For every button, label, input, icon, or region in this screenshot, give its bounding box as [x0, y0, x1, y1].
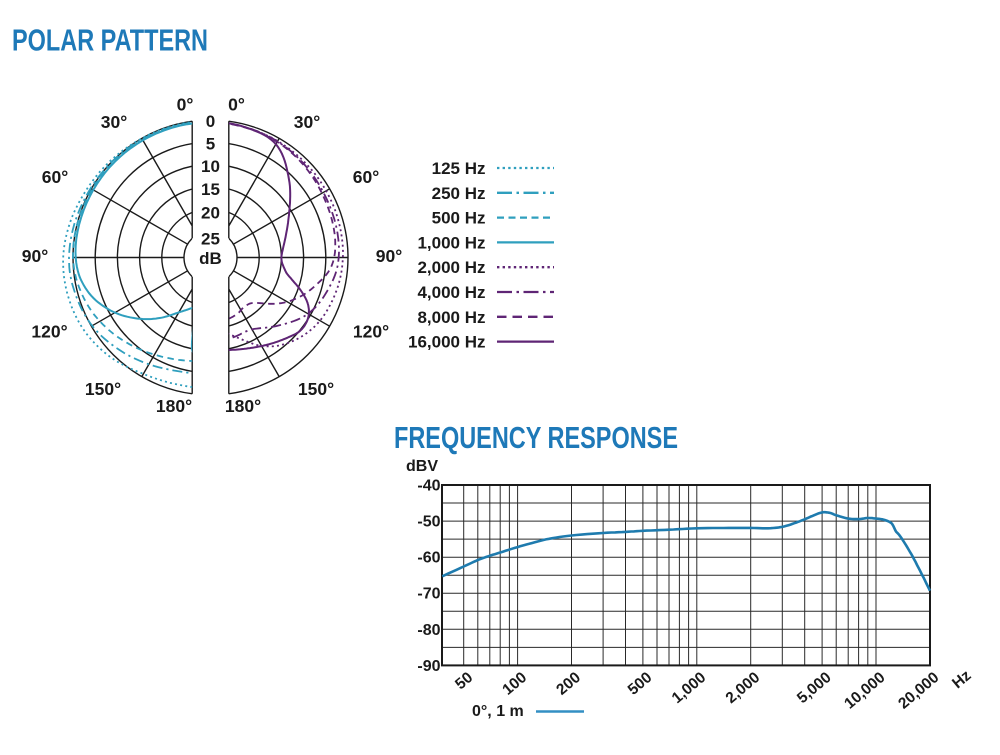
svg-text:30°: 30°	[294, 112, 320, 132]
svg-text:16,000 Hz: 16,000 Hz	[408, 333, 486, 352]
svg-text:0°, 1 m: 0°, 1 m	[472, 703, 524, 720]
svg-text:-80: -80	[417, 622, 440, 639]
svg-text:5: 5	[206, 135, 215, 154]
svg-text:150°: 150°	[298, 379, 334, 399]
svg-text:60°: 60°	[42, 167, 68, 187]
svg-text:150°: 150°	[85, 379, 121, 399]
svg-text:POLAR PATTERN: POLAR PATTERN	[12, 24, 208, 58]
svg-text:180°: 180°	[156, 396, 192, 416]
svg-text:1,000 Hz: 1,000 Hz	[417, 233, 485, 252]
svg-text:90°: 90°	[376, 246, 402, 266]
svg-text:180°: 180°	[225, 396, 261, 416]
svg-text:8,000 Hz: 8,000 Hz	[417, 308, 485, 327]
svg-text:30°: 30°	[101, 112, 127, 132]
svg-text:10: 10	[201, 157, 220, 176]
svg-text:125 Hz: 125 Hz	[432, 159, 486, 178]
svg-text:-70: -70	[417, 586, 440, 603]
svg-text:250 Hz: 250 Hz	[432, 184, 486, 203]
svg-text:-50: -50	[417, 514, 440, 531]
svg-text:FREQUENCY RESPONSE: FREQUENCY RESPONSE	[394, 421, 678, 455]
svg-text:90°: 90°	[22, 246, 48, 266]
svg-text:25: 25	[201, 229, 220, 248]
svg-text:dBV: dBV	[406, 458, 438, 475]
svg-text:0: 0	[206, 112, 215, 131]
svg-text:60°: 60°	[353, 167, 379, 187]
svg-text:-60: -60	[417, 550, 440, 567]
svg-text:0°: 0°	[228, 95, 245, 115]
svg-text:120°: 120°	[353, 322, 389, 342]
svg-text:-40: -40	[417, 478, 440, 495]
svg-text:4,000 Hz: 4,000 Hz	[417, 283, 485, 302]
svg-text:120°: 120°	[31, 322, 67, 342]
svg-text:0°: 0°	[177, 95, 194, 115]
svg-text:500 Hz: 500 Hz	[432, 209, 486, 228]
svg-text:20: 20	[201, 203, 220, 222]
svg-text:-90: -90	[417, 658, 440, 675]
svg-text:15: 15	[201, 180, 220, 199]
svg-text:2,000 Hz: 2,000 Hz	[417, 258, 485, 277]
svg-text:dB: dB	[199, 249, 222, 268]
